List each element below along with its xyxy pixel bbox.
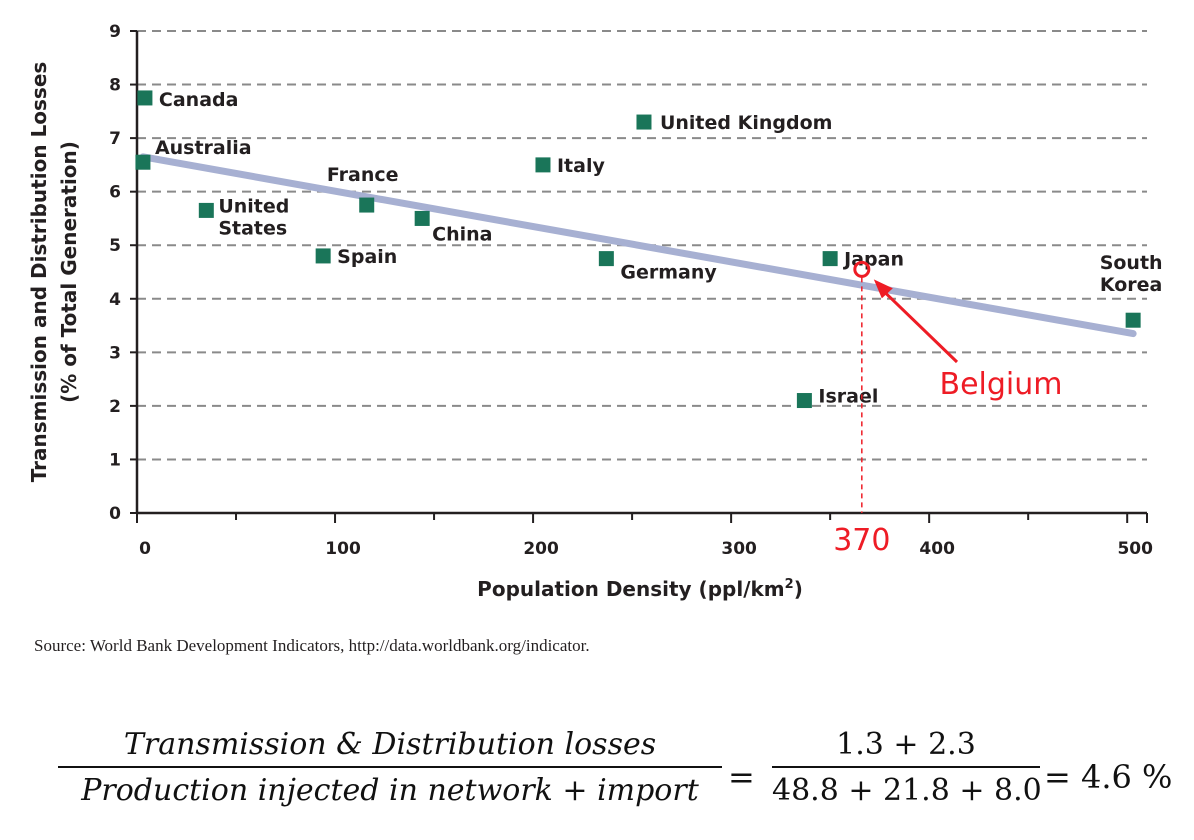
result-value: = 4.6 % [1044, 758, 1173, 796]
scatter-chart: 0 1 2 3 4 5 6 7 8 9 0 100 200 300 400 500 Canada Austral… [27, 22, 1163, 601]
rhs-fraction-bar [772, 766, 1040, 768]
y-tick-label-0: 0 [109, 504, 121, 524]
point-israel [796, 393, 812, 409]
axes: 0 1 2 3 4 5 6 7 8 9 0 100 200 300 400 500 [109, 22, 1153, 559]
point-label-spain: Spain [337, 246, 397, 268]
point-south-korea [1125, 312, 1141, 328]
points-group: Canada Australia United States France Spain Ch… [135, 89, 1163, 409]
point-italy [535, 157, 551, 173]
point-france [359, 197, 375, 213]
x-tick-label-300: 300 [721, 539, 757, 559]
point-label-italy: Italy [557, 155, 605, 177]
y-tick-label-3: 3 [109, 343, 121, 363]
x-axis-title: Population Density (ppl/km2) [477, 577, 803, 601]
point-united-states [198, 202, 214, 218]
point-australia [135, 154, 151, 170]
lhs-numerator: Transmission & Distribution losses [123, 727, 657, 762]
highlight-x-marker: 370 [833, 523, 890, 558]
point-label-south-korea: South Korea [1100, 252, 1163, 296]
highlight-circle [853, 260, 871, 278]
point-label-japan: Japan [842, 249, 904, 271]
gridlines [137, 30, 1147, 461]
highlight-group: Belgium 370 [833, 260, 1063, 558]
point-label-australia: Australia [155, 137, 252, 159]
trendline-group [139, 153, 1137, 338]
trendline [139, 153, 1137, 338]
y-tick-label-8: 8 [109, 76, 121, 96]
axis-titles: Population Density (ppl/km2) Transmissio… [27, 62, 803, 601]
y-tick-label-7: 7 [109, 129, 121, 149]
point-label-france: France [327, 164, 399, 186]
highlight-label: Belgium [940, 367, 1063, 402]
rhs-denominator: 48.8 + 21.8 + 8.0 [772, 773, 1042, 808]
x-tick-label-0: 0 [139, 539, 151, 559]
x-tick-label-200: 200 [523, 539, 559, 559]
y-tick-label-4: 4 [109, 290, 121, 310]
point-label-israel: Israel [818, 386, 878, 408]
lhs-denominator: Production injected in network + import [81, 773, 699, 808]
y-tick-label-1: 1 [109, 450, 121, 470]
x-tick-label-100: 100 [325, 539, 361, 559]
y-axis-title-line1: Transmission and Distribution Losses [27, 62, 51, 483]
rhs-fraction: 1.3 + 2.3 48.8 + 21.8 + 8.0 [772, 727, 1042, 808]
y-axis-title-line2: (% of Total Generation) [57, 141, 81, 403]
equals-sign: = [728, 758, 755, 796]
x-tick-label-400: 400 [919, 539, 955, 559]
source-note: Source: World Bank Development Indicator… [34, 636, 590, 655]
point-label-germany: Germany [620, 262, 717, 284]
lhs-fraction: Transmission & Distribution losses Produ… [58, 728, 722, 808]
point-canada [137, 90, 153, 106]
x-tick-label-500: 500 [1117, 539, 1153, 559]
y-tick-label-9: 9 [109, 22, 121, 42]
y-tick-label-5: 5 [109, 236, 121, 256]
highlight-arrow-shaft [882, 290, 959, 364]
point-label-united-states: United States [218, 195, 289, 239]
point-label-china: China [432, 223, 492, 245]
point-spain [315, 248, 331, 264]
formula: Transmission & Distribution losses Produ… [50, 728, 1180, 828]
point-label-canada: Canada [159, 89, 239, 111]
point-china [414, 210, 430, 226]
point-japan [822, 251, 838, 267]
point-label-united-kingdom: United Kingdom [660, 112, 832, 134]
point-germany [598, 251, 614, 267]
y-tick-label-6: 6 [109, 183, 121, 203]
lhs-fraction-bar [58, 766, 722, 768]
highlight-arrow-head [873, 279, 893, 299]
point-united-kingdom [636, 114, 652, 130]
rhs-numerator: 1.3 + 2.3 [836, 727, 976, 762]
y-tick-label-2: 2 [109, 397, 121, 417]
